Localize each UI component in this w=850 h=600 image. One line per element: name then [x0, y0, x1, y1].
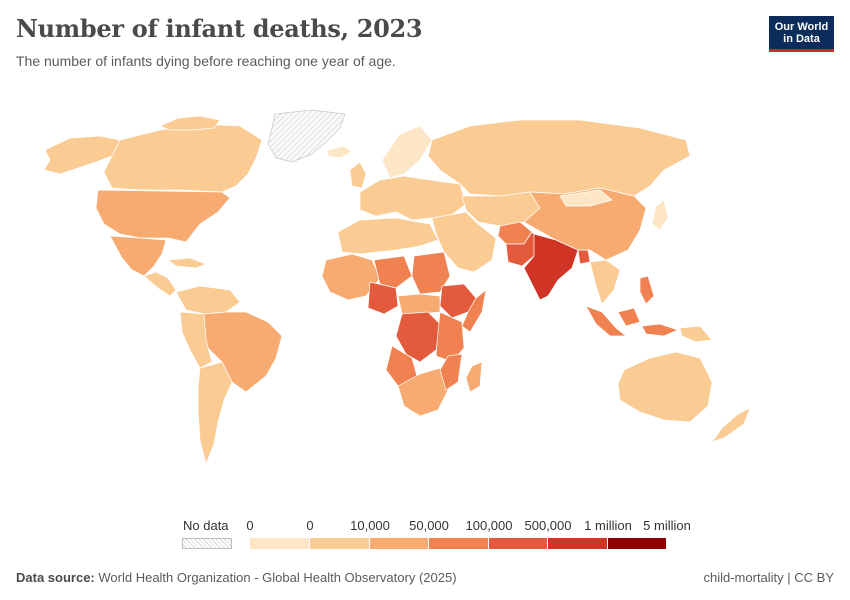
region-australia[interactable]: [617, 351, 713, 423]
region-mozambique[interactable]: [439, 353, 463, 391]
map-legend: No data 0 0 10,000 50,000 100,000 500,00…: [0, 514, 850, 554]
region-iceland[interactable]: [327, 145, 353, 159]
region-united-states[interactable]: [95, 189, 231, 243]
legend-tick-label: 50,000: [409, 518, 449, 533]
logo-line-2: in Data: [783, 32, 820, 45]
region-west-africa[interactable]: [321, 253, 381, 301]
region-southern-africa[interactable]: [397, 367, 449, 417]
region-new-zealand[interactable]: [711, 407, 751, 443]
region-greenland[interactable]: [267, 109, 346, 163]
legend-bin-2[interactable]: [310, 538, 370, 549]
region-sudan[interactable]: [411, 251, 451, 295]
region-scandinavia[interactable]: [381, 125, 433, 179]
region-andes[interactable]: [179, 311, 213, 369]
region-caribbean[interactable]: [167, 257, 207, 269]
legend-tick-label: 1 million: [584, 518, 632, 533]
region-southern-cone[interactable]: [197, 361, 233, 465]
chart-subtitle: The number of infants dying before reach…: [16, 53, 396, 69]
region-japan[interactable]: [651, 199, 669, 231]
data-source-label: Data source:: [16, 570, 95, 585]
chart-title: Number of infant deaths, 2023: [16, 14, 423, 43]
region-mongolia[interactable]: [559, 189, 613, 207]
data-source: Data source: World Health Organization -…: [16, 570, 457, 585]
legend-tick-label: 0: [246, 518, 254, 533]
region-nigeria[interactable]: [367, 281, 399, 315]
legend-no-data-swatch[interactable]: [182, 538, 232, 549]
owid-logo[interactable]: Our World in Data: [769, 16, 834, 52]
legend-no-data-label: No data: [183, 518, 229, 533]
region-europe[interactable]: [359, 175, 467, 221]
legend-tick-label: 10,000: [350, 518, 390, 533]
region-png[interactable]: [679, 325, 713, 343]
region-madagascar[interactable]: [465, 361, 483, 393]
region-southeast-asia[interactable]: [589, 259, 621, 305]
legend-bin-6[interactable]: [548, 538, 608, 549]
data-source-link[interactable]: World Health Organization - Global Healt…: [98, 570, 457, 585]
region-dr-congo[interactable]: [395, 311, 441, 363]
region-middle-east[interactable]: [431, 211, 497, 273]
legend-tick-label: 500,000: [524, 518, 572, 533]
region-mexico[interactable]: [109, 235, 167, 277]
region-indonesia[interactable]: [585, 305, 679, 337]
legend-bin-5[interactable]: [489, 538, 548, 549]
region-bangladesh[interactable]: [577, 249, 591, 265]
legend-tick-label: 0: [306, 518, 314, 533]
region-british-isles[interactable]: [349, 161, 367, 189]
legend-bin-3[interactable]: [370, 538, 429, 549]
region-alaska[interactable]: [43, 135, 121, 175]
legend-tick-label: 100,000: [465, 518, 513, 533]
logo-line-1: Our World: [774, 20, 829, 33]
region-russia[interactable]: [427, 119, 691, 197]
region-somalia[interactable]: [461, 289, 487, 333]
region-niger[interactable]: [373, 255, 413, 289]
chart-credit[interactable]: child-mortality | CC BY: [703, 570, 834, 585]
legend-bin-4[interactable]: [429, 538, 489, 549]
world-map[interactable]: [0, 100, 850, 480]
legend-bin-7[interactable]: [608, 538, 667, 549]
region-central-america[interactable]: [143, 271, 177, 297]
region-canada[interactable]: [103, 123, 263, 193]
legend-bin-1[interactable]: [250, 538, 310, 549]
region-arctic-islands[interactable]: [159, 115, 221, 131]
legend-tick-label: 5 million: [643, 518, 691, 533]
region-northern-south-america[interactable]: [175, 285, 241, 315]
region-north-africa[interactable]: [337, 217, 439, 255]
region-philippines[interactable]: [639, 275, 655, 305]
region-central-africa[interactable]: [397, 293, 441, 315]
